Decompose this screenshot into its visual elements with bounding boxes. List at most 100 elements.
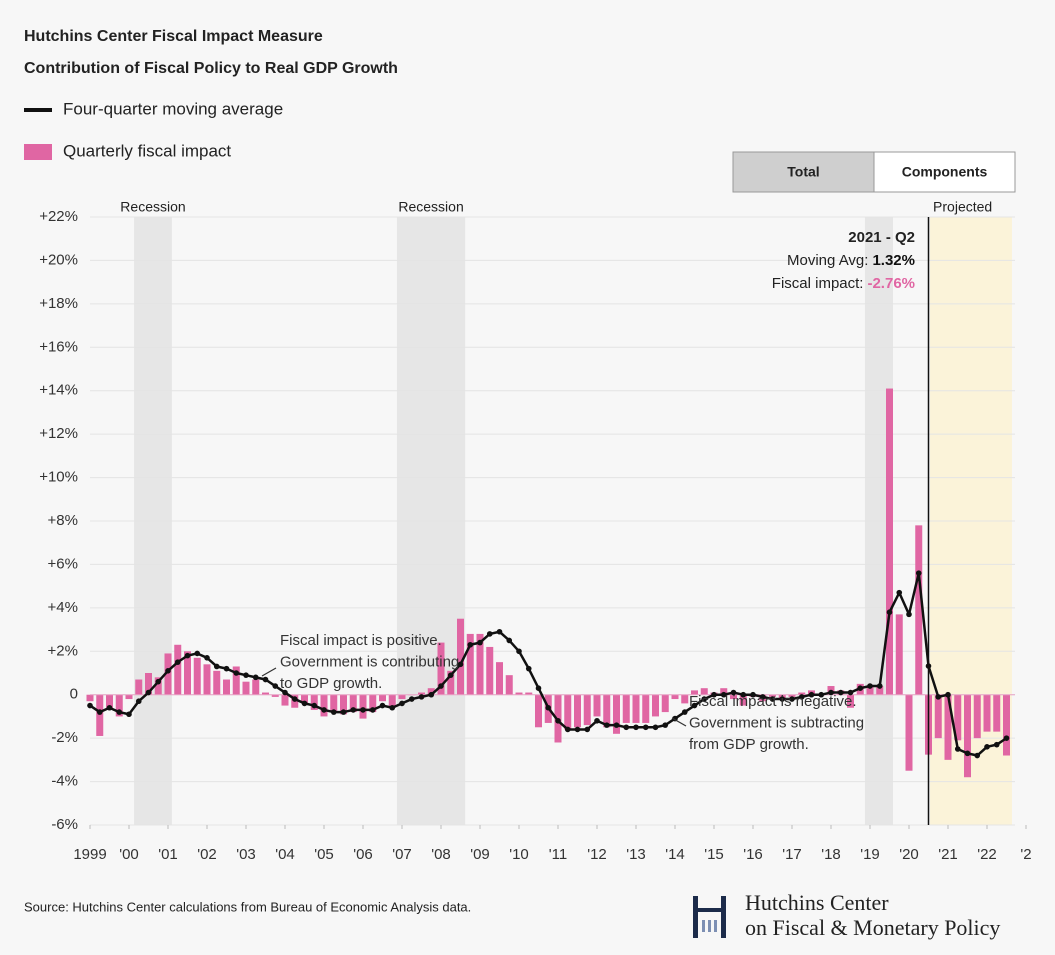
bar: [866, 686, 874, 695]
line-point: [681, 709, 688, 715]
bar: [583, 694, 591, 726]
bar: [515, 692, 523, 695]
line-point: [155, 678, 162, 685]
annotation: Government is subtracting: [689, 714, 864, 731]
region-label: Projected: [933, 199, 992, 215]
bar: [388, 694, 396, 708]
line-point: [798, 694, 805, 700]
bar: [964, 694, 971, 778]
chart-title: Hutchins Center Fiscal Impact Measure: [24, 28, 323, 45]
bar: [739, 694, 747, 706]
line-point: [945, 691, 951, 698]
bar: [457, 618, 464, 695]
x-tick-label: '00: [119, 846, 139, 863]
line-point: [516, 648, 522, 655]
line-point: [896, 589, 903, 596]
line-point: [867, 683, 873, 689]
y-tick-label: +18%: [39, 295, 78, 312]
y-tick-label: +4%: [48, 599, 78, 616]
line-point: [233, 670, 240, 676]
line-point: [613, 722, 620, 728]
line-point: [701, 696, 708, 702]
source: Source: Hutchins Center calculations fro…: [24, 899, 471, 914]
line-point: [477, 639, 483, 646]
bar: [652, 694, 659, 717]
logo-mark: [708, 920, 711, 932]
tooltip-line: Moving Avg: 1.32%: [787, 252, 915, 269]
y-tick-label: 0: [70, 686, 78, 703]
y-tick-label: +8%: [48, 512, 78, 529]
line-point: [789, 696, 795, 702]
x-tick-label: '03: [236, 846, 256, 863]
line-point: [389, 704, 396, 711]
annotation: Fiscal impact is negative.: [689, 693, 857, 710]
bar: [242, 681, 250, 695]
x-tick-label: '19: [860, 846, 880, 863]
bar: [954, 694, 962, 741]
bar: [106, 694, 113, 708]
line-point: [496, 628, 503, 635]
toggle-button[interactable]: [873, 151, 1016, 193]
bar: [535, 694, 542, 728]
bar: [193, 657, 201, 695]
logo-text: on Fiscal & Monetary Policy: [745, 915, 1000, 940]
bar: [232, 666, 240, 695]
bar: [418, 692, 425, 695]
line-point: [545, 704, 552, 711]
line-point: [360, 707, 366, 713]
bar: [934, 694, 942, 739]
line-point: [603, 722, 610, 728]
bar: [730, 694, 737, 700]
line-point: [223, 665, 230, 672]
line-point: [174, 659, 181, 665]
bar: [622, 694, 630, 723]
line-point: [740, 691, 747, 698]
line-point: [886, 609, 893, 615]
line-point: [311, 702, 318, 709]
bar: [681, 694, 689, 704]
annotation-leader: [671, 717, 687, 727]
x-tick-label: '17: [782, 846, 802, 863]
y-tick-label: +22%: [39, 208, 78, 225]
line-point: [906, 611, 912, 618]
annotation-leader: [261, 667, 277, 677]
line-point: [759, 694, 766, 700]
x-tick-label: '18: [821, 846, 841, 863]
line-point: [662, 722, 669, 728]
line-point: [350, 707, 357, 713]
line-point: [369, 707, 376, 713]
bar: [145, 673, 152, 695]
line-point: [954, 746, 961, 752]
bar: [398, 694, 406, 700]
annotation: to GDP growth.: [280, 675, 382, 692]
line-point: [974, 752, 981, 759]
bar: [154, 677, 162, 695]
x-tick-label: '05: [314, 846, 334, 863]
line-point: [525, 665, 532, 672]
bar: [125, 694, 133, 700]
line-point: [87, 702, 93, 709]
line-point: [506, 637, 513, 644]
bar: [184, 651, 191, 695]
x-tick-label: '02: [197, 846, 217, 863]
line-point: [730, 689, 737, 696]
bar: [115, 694, 123, 717]
bar: [301, 694, 308, 704]
x-tick-label: '2: [1020, 846, 1031, 863]
logo-mark: [702, 920, 705, 932]
bar: [164, 653, 172, 695]
bar: [505, 675, 513, 695]
line-point: [1003, 735, 1010, 741]
logo-mark: [693, 896, 698, 938]
tooltip-line: Fiscal impact: -2.76%: [772, 275, 915, 292]
y-tick-label: +6%: [48, 555, 78, 572]
annotation: Fiscal impact is positive.: [280, 632, 442, 649]
logo-mark: [714, 920, 717, 932]
toggle-button-label[interactable]: Total: [787, 164, 819, 180]
x-tick-label: '15: [704, 846, 724, 863]
tooltip-value: -2.76%: [867, 275, 915, 292]
line-point: [438, 683, 444, 689]
bar: [886, 388, 893, 695]
toggle-button[interactable]: [732, 151, 875, 193]
toggle-button-label[interactable]: Components: [902, 164, 988, 180]
